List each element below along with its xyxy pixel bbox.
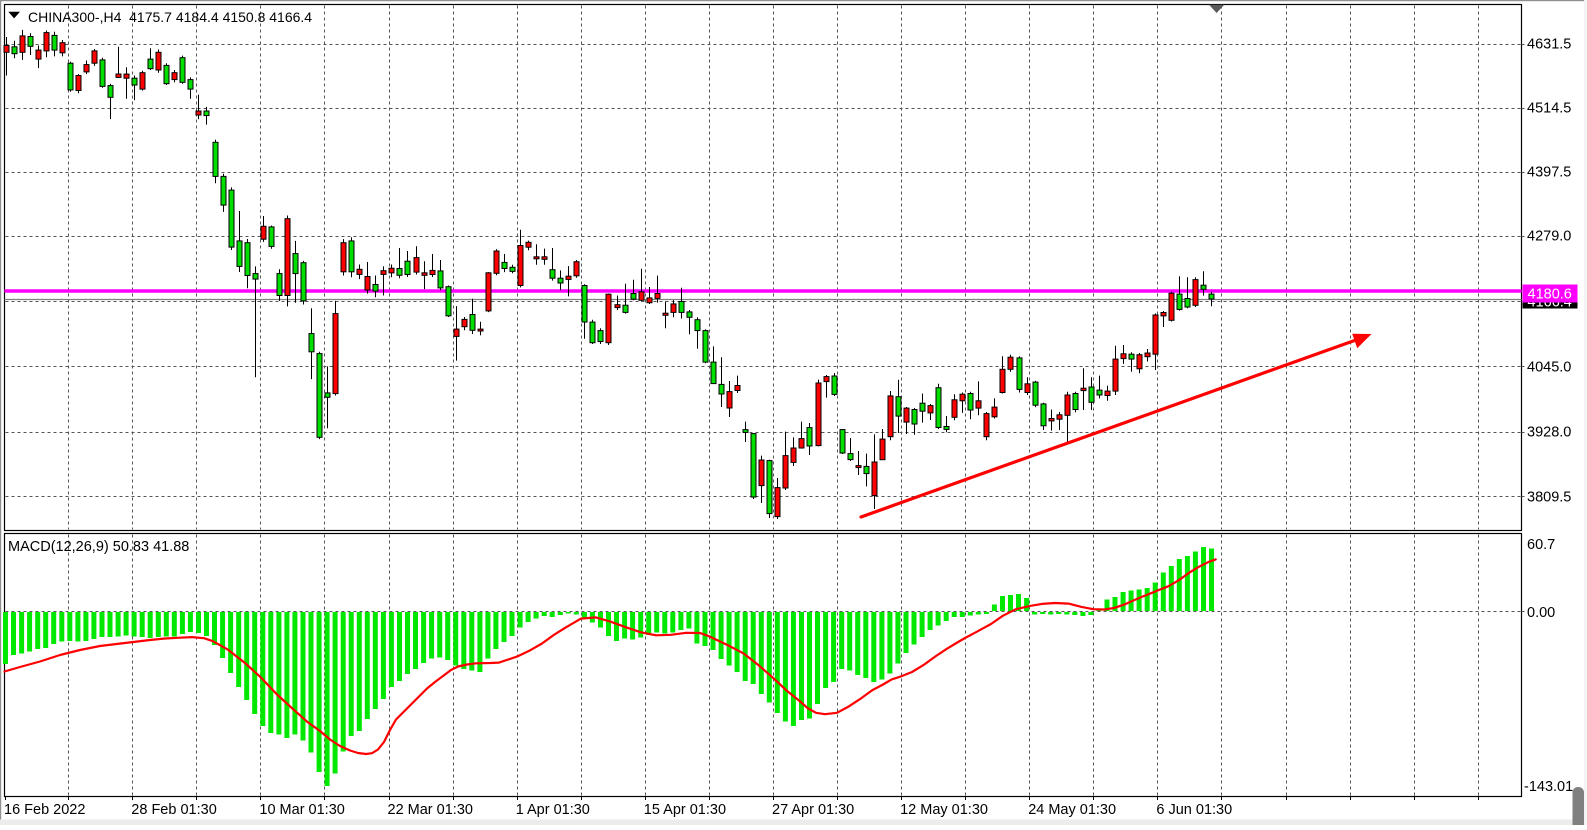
svg-text:-143.01: -143.01 xyxy=(1524,779,1573,795)
svg-text:4397.5: 4397.5 xyxy=(1527,165,1571,181)
svg-text:16 Feb 2022: 16 Feb 2022 xyxy=(4,802,85,818)
svg-text:CHINA300-,H4 4175.7 4184.4 41: CHINA300-,H4 4175.7 4184.4 4150.8 4166.4 xyxy=(28,9,312,25)
svg-text:15 Apr 01:30: 15 Apr 01:30 xyxy=(644,802,726,818)
svg-text:MACD(12,26,9) 50.83 41.88: MACD(12,26,9) 50.83 41.88 xyxy=(8,539,189,555)
svg-text:0.00: 0.00 xyxy=(1527,605,1555,621)
svg-text:4514.5: 4514.5 xyxy=(1527,101,1571,117)
svg-text:60.7: 60.7 xyxy=(1527,537,1555,553)
svg-text:24 May 01:30: 24 May 01:30 xyxy=(1028,802,1116,818)
svg-text:4631.5: 4631.5 xyxy=(1527,37,1571,53)
svg-text:28 Feb 01:30: 28 Feb 01:30 xyxy=(131,802,216,818)
svg-text:4180.6: 4180.6 xyxy=(1528,287,1572,303)
svg-text:6 Jun 01:30: 6 Jun 01:30 xyxy=(1156,802,1232,818)
svg-text:3928.0: 3928.0 xyxy=(1527,425,1571,441)
svg-text:3809.5: 3809.5 xyxy=(1527,490,1571,506)
svg-text:12 May 01:30: 12 May 01:30 xyxy=(900,802,988,818)
svg-text:4279.0: 4279.0 xyxy=(1527,229,1571,245)
svg-text:10 Mar 01:30: 10 Mar 01:30 xyxy=(259,802,344,818)
svg-text:22 Mar 01:30: 22 Mar 01:30 xyxy=(388,802,473,818)
svg-text:27 Apr 01:30: 27 Apr 01:30 xyxy=(772,802,854,818)
svg-text:1 Apr 01:30: 1 Apr 01:30 xyxy=(516,802,590,818)
svg-text:4045.0: 4045.0 xyxy=(1527,360,1571,376)
